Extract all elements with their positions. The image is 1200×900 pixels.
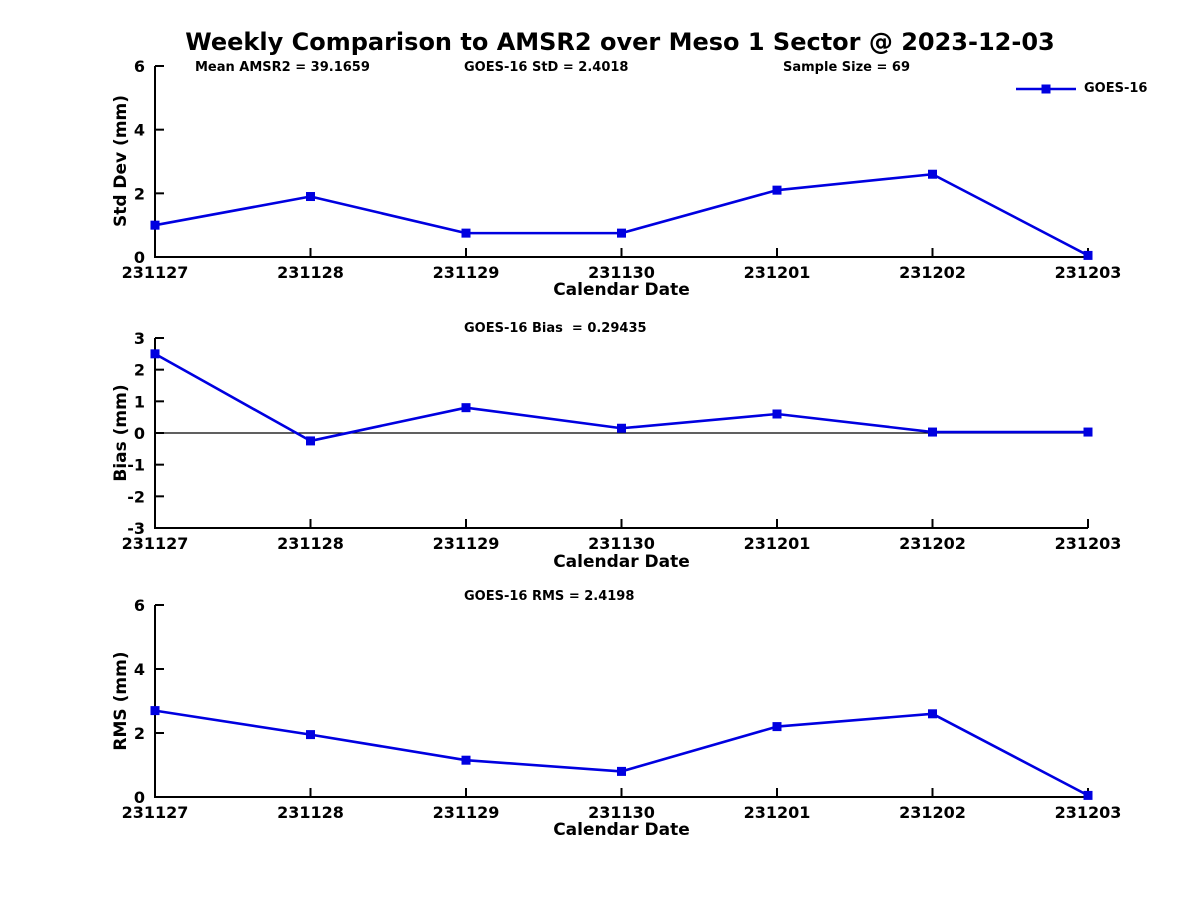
legend-square-marker-icon [1041, 84, 1051, 93]
x-tick-label: 231201 [744, 803, 811, 822]
x-axis-label-rms: Calendar Date [553, 820, 690, 840]
x-tick-label: 231202 [899, 263, 966, 282]
y-axis-label-rms: RMS (mm) [111, 651, 131, 751]
data-line [154, 172, 1089, 257]
annotation-mean-amsr2: Mean AMSR2 = 39.1659 [195, 60, 370, 75]
x-tick-label: 231203 [1055, 263, 1122, 282]
data-point-marker [1083, 790, 1093, 800]
legend-line-marker-icon [1016, 84, 1076, 93]
x-tick-label: 231128 [277, 803, 344, 822]
y-tick-label: 0 [134, 424, 145, 443]
data-point-marker [306, 730, 315, 740]
x-tick-label: 231202 [899, 803, 966, 822]
subplot-stddev-plot-area: 0 2 4 6 231127 231128 231129 231130 231201 231202… [122, 57, 1122, 282]
axis-lines [154, 66, 1088, 258]
annotation-sample-size: Sample Size = 69 [783, 60, 911, 75]
x-tick-label: 231130 [588, 263, 655, 282]
y-tick-label: 2 [134, 724, 145, 743]
x-tick-label: 231129 [433, 263, 500, 282]
data-point-marker [617, 228, 626, 238]
y-tick-label: -2 [127, 487, 145, 506]
data-point-marker [772, 409, 782, 419]
x-tick-label: 231127 [122, 534, 189, 553]
y-tick-label: 4 [134, 121, 145, 140]
x-tick-label: 231129 [433, 534, 500, 553]
x-axis-label-bias: Calendar Date [553, 552, 690, 572]
data-point-marker [306, 192, 315, 202]
subplot-title-bias: GOES-16 Bias = 0.29435 [464, 321, 647, 336]
data-line [154, 709, 1089, 797]
data-point-marker [928, 427, 937, 437]
subplot-bias-plot-area: -3 -2 -1 0 1 2 3 231127 231128 231129 231130 231201… [122, 329, 1122, 553]
x-tick-label: 231203 [1055, 534, 1122, 553]
y-tick-label: 0 [134, 788, 145, 807]
legend: GOES-16 [1016, 81, 1147, 96]
x-tick-label: 231201 [744, 534, 811, 553]
data-point-marker [772, 185, 782, 195]
y-tick-label: 0 [134, 248, 145, 267]
data-point-marker [150, 349, 160, 359]
x-axis-label-stddev: Calendar Date [553, 280, 690, 300]
x-tick-label: 231201 [744, 263, 811, 282]
x-tick-label: 231128 [277, 534, 344, 553]
y-tick-label: -1 [127, 456, 145, 475]
data-point-marker [928, 169, 937, 179]
data-point-marker [461, 755, 471, 765]
data-point-marker [150, 706, 160, 716]
y-tick-label: 4 [134, 660, 145, 679]
data-point-marker [461, 403, 471, 413]
y-tick-label: 6 [134, 596, 145, 615]
annotation-goes16-std: GOES-16 StD = 2.4018 [464, 60, 629, 75]
x-tick-label: 231128 [277, 263, 344, 282]
y-tick-label: 2 [134, 361, 145, 380]
x-tick-label: 231130 [588, 534, 655, 553]
data-point-marker [461, 228, 471, 238]
y-tick-label: 3 [134, 329, 145, 348]
y-tick-label: 1 [134, 392, 145, 411]
y-tick-label: 6 [134, 57, 145, 76]
x-tick-label: 231127 [122, 263, 189, 282]
x-tick-label: 231130 [588, 803, 655, 822]
x-tick-label: 231203 [1055, 803, 1122, 822]
data-point-marker [928, 709, 937, 719]
data-point-marker [1083, 250, 1093, 260]
y-axis-label-stddev: Std Dev (mm) [111, 94, 131, 228]
y-tick-label: -3 [127, 519, 145, 538]
y-tick-label: 2 [134, 184, 145, 203]
data-point-marker [150, 220, 160, 230]
x-tick-label: 231129 [433, 803, 500, 822]
x-tick-label: 231202 [899, 534, 966, 553]
x-tick-label: 231127 [122, 803, 189, 822]
subplot-rms-plot-area: 0 2 4 6 231127 231128 231129 231130 231201 231202… [122, 596, 1122, 822]
data-point-marker [772, 722, 782, 732]
data-point-marker [1083, 427, 1093, 437]
data-point-marker [617, 766, 626, 776]
subplot-title-rms: GOES-16 RMS = 2.4198 [464, 589, 635, 604]
chart-main-title: Weekly Comparison to AMSR2 over Meso 1 S… [185, 28, 1055, 56]
data-point-marker [617, 423, 626, 433]
legend-label: GOES-16 [1084, 81, 1148, 96]
data-point-marker [306, 436, 315, 446]
